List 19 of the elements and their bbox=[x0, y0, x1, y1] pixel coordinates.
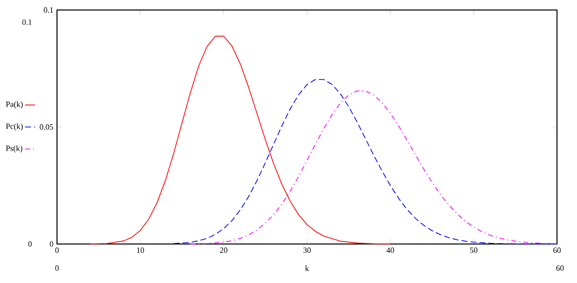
text: 0.1 bbox=[22, 19, 32, 25]
x-tick-label: 10 bbox=[137, 248, 144, 253]
x-tick-label: 0 bbox=[55, 248, 59, 253]
x-tick-label: 50 bbox=[470, 248, 478, 253]
y-tick-label: 0.05 bbox=[40, 124, 54, 130]
legend-label: Ps(k) bbox=[6, 145, 22, 153]
text: 0 bbox=[55, 265, 59, 271]
x-tick-label: 30 bbox=[303, 248, 311, 253]
y-tick-label: 0.1 bbox=[44, 7, 53, 13]
text: 0 bbox=[28, 241, 32, 247]
x-tick-label: 40 bbox=[386, 248, 394, 253]
x-tick-label: 60 bbox=[553, 248, 561, 253]
legend-label: Pc(k) bbox=[6, 123, 23, 131]
text: 60 bbox=[556, 265, 564, 271]
line-series bbox=[90, 36, 391, 244]
x-axis-title: k bbox=[305, 265, 309, 271]
legend-label: Pa(k) bbox=[6, 101, 23, 109]
x-tick-label: 20 bbox=[220, 248, 228, 253]
y-tick-label: 0 bbox=[50, 241, 54, 247]
